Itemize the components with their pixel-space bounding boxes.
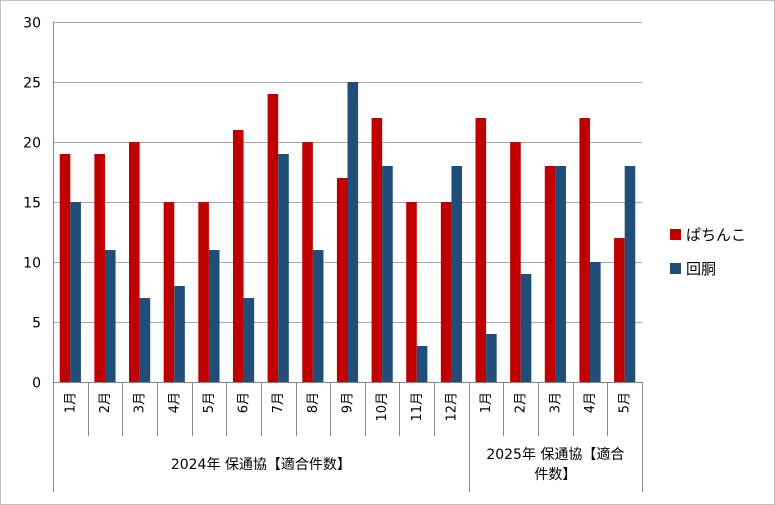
x-tick-label: 3月	[548, 392, 563, 413]
legend-swatch-pachinko	[670, 229, 681, 240]
x-tick-label: 3月	[133, 392, 148, 413]
group-label: 2025年 保通協【適合	[486, 446, 624, 463]
x-tick-label: 1月	[479, 392, 494, 413]
group-label: 件数】	[534, 467, 576, 483]
x-tick-label: 9月	[341, 392, 356, 413]
x-tick-label: 5月	[618, 392, 633, 413]
bar-pachinko-13	[510, 142, 521, 382]
y-tick-label: 10	[23, 256, 41, 272]
x-tick-label: 2月	[514, 392, 529, 413]
bar-pachinko-2	[129, 142, 140, 382]
y-tick-label: 15	[23, 196, 41, 212]
bar-pachinko-4	[198, 202, 209, 382]
x-tick-label: 11月	[410, 392, 425, 422]
y-tick-label: 30	[23, 16, 41, 32]
bar-pachinko-14	[544, 166, 556, 382]
x-tick-label: 4月	[167, 392, 182, 413]
y-tick-label: 5	[32, 316, 41, 332]
bar-kaidou-4	[208, 250, 220, 382]
axes: 0 5 10 15 20 25 30 1月 2月 3月 4月 5月 6月 7月 8月 9月 10月 11月 12月 1…	[23, 16, 643, 492]
bar-kaidou-16	[624, 166, 636, 382]
bar-kaidou-3	[174, 286, 185, 382]
legend-label-kaidou: 回胴	[686, 260, 716, 278]
x-tick-label: 10月	[375, 392, 390, 422]
bar-pachinko-6	[267, 94, 279, 382]
bar-pachinko-1	[94, 154, 105, 382]
bar-kaidou-12	[486, 334, 497, 382]
bar-kaidou-15	[590, 262, 601, 382]
bar-kaidou-10	[416, 346, 428, 382]
bar-kaidou-1	[104, 250, 116, 382]
x-tick-label: 7月	[271, 392, 286, 413]
bar-kaidou-8	[347, 82, 359, 382]
y-tick-label: 25	[23, 76, 41, 92]
bar-pachinko-9	[371, 118, 383, 382]
bar-kaidou-5	[243, 298, 255, 382]
x-tick-label: 8月	[306, 392, 321, 413]
y-tick-label: 0	[32, 376, 41, 392]
bar-kaidou-14	[555, 166, 566, 382]
bars	[59, 82, 636, 382]
bar-pachinko-16	[614, 238, 625, 382]
bar-kaidou-6	[278, 154, 289, 382]
x-tick-label: 6月	[237, 392, 252, 413]
bar-kaidou-13	[520, 274, 532, 382]
y-tick-label: 20	[23, 136, 41, 152]
legend-swatch-kaidou	[670, 263, 681, 274]
x-tick-label: 1月	[63, 392, 78, 413]
bar-pachinko-12	[475, 118, 487, 382]
legend-label-pachinko: ぱちんこ	[686, 226, 746, 244]
x-tick-label: 4月	[583, 392, 598, 413]
bar-kaidou-0	[70, 202, 81, 382]
group-label: 2024年 保通協【適合件数】	[171, 456, 351, 473]
bar-kaidou-2	[139, 298, 151, 382]
bar-pachinko-5	[232, 130, 244, 382]
bar-pachinko-11	[440, 202, 452, 382]
x-tick-label: 5月	[202, 392, 217, 413]
bar-pachinko-15	[579, 118, 591, 382]
bar-pachinko-0	[59, 154, 71, 382]
x-tick-label: 12月	[444, 392, 459, 422]
bar-pachinko-8	[336, 178, 348, 382]
bar-kaidou-7	[312, 250, 324, 382]
bar-pachinko-3	[163, 202, 175, 382]
bar-kaidou-9	[382, 166, 393, 382]
bar-kaidou-11	[451, 166, 463, 382]
bar-pachinko-7	[302, 142, 313, 382]
bar-pachinko-10	[406, 202, 417, 382]
x-tick-label: 2月	[98, 392, 113, 413]
